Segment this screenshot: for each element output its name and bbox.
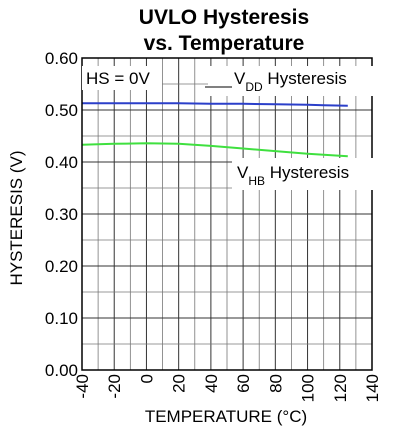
vdd-label-main: V [234, 69, 246, 88]
y-tick-label: 0.00 [45, 361, 78, 380]
x-tick-labels: -40 -20 0 20 40 60 80 100 120 140 [73, 374, 382, 402]
vdd-label-bg [208, 66, 373, 96]
chart-title-line2: vs. Temperature [144, 32, 305, 55]
grid [81, 57, 373, 371]
series-layer [81, 102, 348, 158]
chart-title-line1: UVLO Hysteresis [139, 6, 309, 29]
vdd-label-rest: Hysteresis [263, 69, 347, 88]
x-tick-label: 20 [170, 374, 189, 393]
series-label-vhb: VHB Hysteresis [237, 163, 349, 188]
x-tick-label: -20 [105, 374, 124, 399]
x-tick-label: 40 [202, 374, 221, 393]
y-tick-labels: 0.00 0.10 0.20 0.30 0.40 0.50 0.60 [45, 49, 78, 380]
x-tick-label: 60 [234, 374, 253, 393]
y-tick-label: 0.10 [45, 309, 78, 328]
condition-label: HS = 0V [86, 69, 150, 88]
x-axis-label: TEMPERATURE (°C) [145, 407, 307, 426]
vdd-label-sub: DD [245, 80, 263, 94]
y-tick-label: 0.40 [45, 153, 78, 172]
x-tick-label: 140 [363, 374, 382, 402]
condition-label-bg [82, 66, 162, 90]
plot-frame [81, 57, 373, 371]
x-tick-label: -40 [73, 374, 92, 399]
vhb-label-bg [232, 158, 374, 190]
series-label-vdd: VDD Hysteresis [234, 69, 347, 94]
x-tick-label: 100 [299, 374, 318, 402]
vhb-label-rest: Hysteresis [265, 163, 349, 182]
vhb-label-main: V [237, 163, 249, 182]
series-line-1 [81, 142, 348, 158]
vhb-label-sub: HB [248, 174, 265, 188]
x-tick-label: 120 [331, 374, 350, 402]
x-tick-label: 0 [137, 374, 156, 383]
y-tick-label: 0.60 [45, 49, 78, 68]
x-tick-label: 80 [266, 374, 285, 393]
y-tick-label: 0.20 [45, 257, 78, 276]
y-axis-label: HYSTERESIS (V) [7, 150, 26, 285]
y-tick-label: 0.50 [45, 101, 78, 120]
y-tick-label: 0.30 [45, 205, 78, 224]
series-line-0 [82, 102, 348, 107]
